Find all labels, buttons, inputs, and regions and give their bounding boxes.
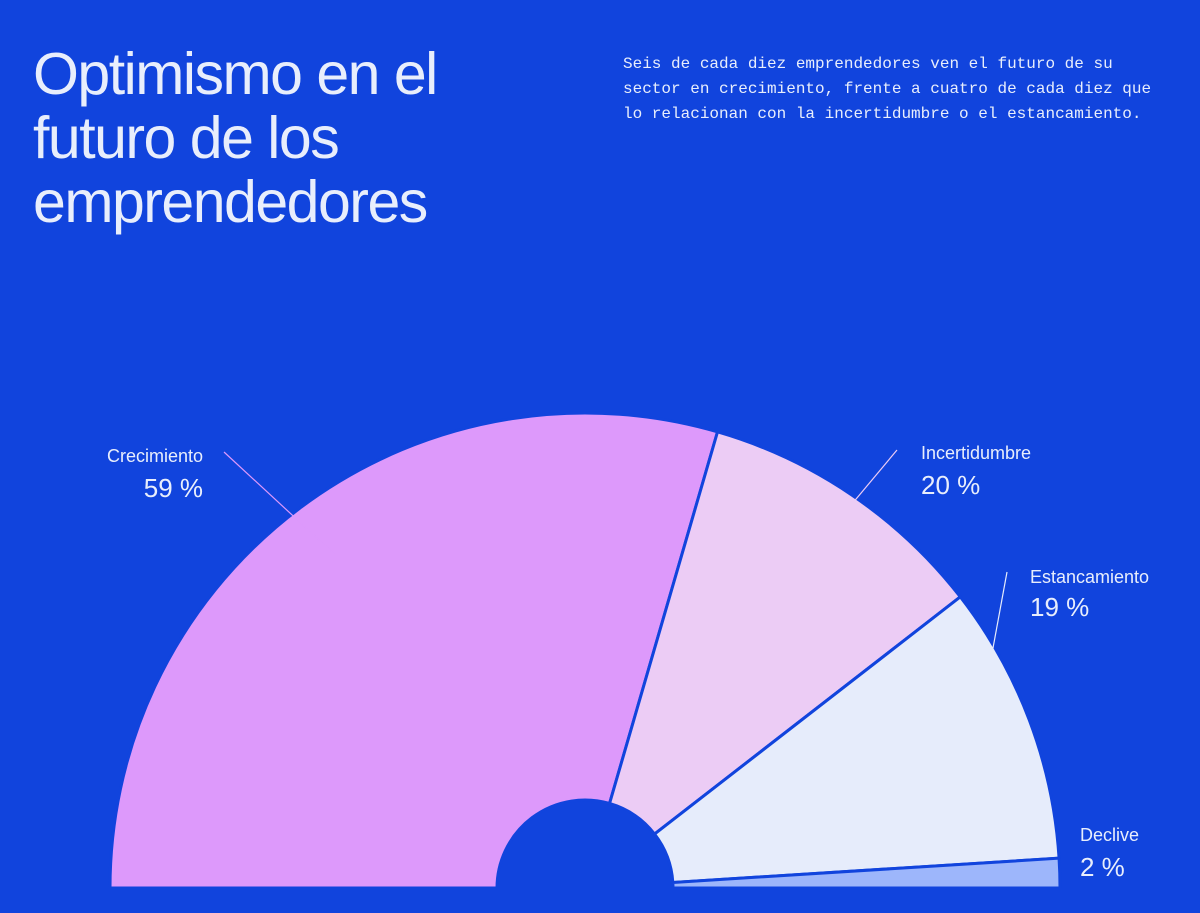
category-label: Incertidumbre bbox=[921, 443, 1031, 463]
leader-line bbox=[975, 571, 1008, 741]
value-label: 59 % bbox=[144, 473, 203, 503]
pie-slice bbox=[671, 856, 1062, 890]
pie-slice bbox=[652, 594, 1061, 885]
leader-line bbox=[223, 451, 335, 555]
category-label: Crecimiento bbox=[107, 446, 203, 466]
value-label: 2 % bbox=[1080, 852, 1125, 882]
leader-line bbox=[819, 449, 898, 543]
category-label: Declive bbox=[1080, 825, 1139, 845]
pie-slice bbox=[108, 411, 720, 890]
category-label: Estancamiento bbox=[1030, 567, 1149, 587]
value-label: 20 % bbox=[921, 470, 980, 500]
chart-subtitle: Seis de cada diez emprendedores ven el f… bbox=[623, 55, 1152, 123]
pie-slice bbox=[607, 430, 963, 837]
value-label: 19 % bbox=[1030, 592, 1089, 622]
chart-title: Optimismo en el futuro de los emprendedo… bbox=[33, 41, 438, 235]
